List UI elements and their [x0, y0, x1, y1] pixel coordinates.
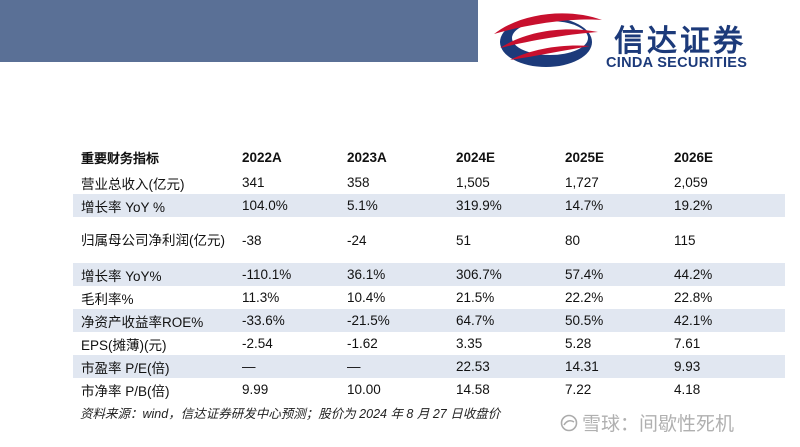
- header-2022a: 2022A: [242, 149, 282, 165]
- cell-2023a: 5.1%: [347, 198, 378, 213]
- table-row: 增长率 YoY % 104.0% 5.1% 319.9% 14.7% 19.2%: [73, 194, 785, 217]
- header-2023a: 2023A: [347, 149, 387, 165]
- cell-2025e: 14.31: [565, 359, 599, 374]
- table-row: 增长率 YoY% -110.1% 36.1% 306.7% 57.4% 44.2…: [73, 263, 785, 286]
- cell-2026e: 4.18: [674, 382, 701, 397]
- cell-2024e: 22.53: [456, 359, 490, 374]
- cell-2026e: 115: [674, 232, 696, 248]
- cell-2025e: 14.7%: [565, 198, 604, 213]
- row-label: 毛利率%: [81, 291, 134, 307]
- cell-2024e: 14.58: [456, 382, 490, 397]
- cell-2024e: 64.7%: [456, 313, 495, 328]
- cell-2024e: 21.5%: [456, 290, 495, 305]
- cell-2023a: 10.00: [347, 382, 381, 397]
- table-row: 归属母公司净利润(亿元) -38 -24 51 80 115: [73, 217, 785, 263]
- logo-chinese-name: 信达证券: [614, 24, 746, 59]
- cell-2023a: -21.5%: [347, 313, 390, 328]
- cell-2026e: 9.93: [674, 359, 701, 374]
- cell-2025e: 1,727: [565, 175, 599, 190]
- cell-2024e: 306.7%: [456, 267, 502, 282]
- row-label: 净资产收益率ROE%: [81, 314, 204, 330]
- snowball-icon: [560, 414, 578, 431]
- header-band: [0, 0, 478, 62]
- cell-2025e: 22.2%: [565, 290, 604, 305]
- cell-2025e: 57.4%: [565, 267, 604, 282]
- cell-2024e: 3.35: [456, 336, 483, 351]
- row-label: 营业总收入(亿元): [81, 176, 185, 192]
- cell-2025e: 50.5%: [565, 313, 604, 328]
- row-label: 增长率 YoY%: [81, 268, 162, 284]
- cell-2022a: 341: [242, 175, 265, 190]
- table-row: 市净率 P/B(倍) 9.99 10.00 14.58 7.22 4.18: [73, 378, 785, 401]
- financial-indicators-table: 重要财务指标 2022A 2023A 2024E 2025E 2026E 营业总…: [73, 143, 785, 401]
- cinda-logo-mark-icon: [494, 13, 602, 67]
- cell-2022a: -38: [242, 232, 262, 248]
- cinda-logo: 信达证券 CINDA SECURITIES: [492, 8, 792, 78]
- row-label: 市盈率 P/E(倍): [81, 360, 170, 376]
- cell-2023a: 36.1%: [347, 267, 386, 282]
- cell-2022a: 9.99: [242, 382, 269, 397]
- table-row: 营业总收入(亿元) 341 358 1,505 1,727 2,059: [73, 171, 785, 194]
- watermark: 雪球：间歇性死机: [560, 409, 734, 436]
- table-row: EPS(摊薄)(元) -2.54 -1.62 3.35 5.28 7.61: [73, 332, 785, 355]
- cell-2026e: 2,059: [674, 175, 708, 190]
- cell-2024e: 51: [456, 232, 472, 248]
- header-2024e: 2024E: [456, 149, 496, 165]
- header-indicator: 重要财务指标: [81, 150, 160, 166]
- table-row: 毛利率% 11.3% 10.4% 21.5% 22.2% 22.8%: [73, 286, 785, 309]
- cell-2023a: —: [347, 359, 361, 374]
- table-header-row: 重要财务指标 2022A 2023A 2024E 2025E 2026E: [73, 143, 785, 171]
- row-label: 市净率 P/B(倍): [81, 383, 170, 399]
- cell-2026e: 42.1%: [674, 313, 713, 328]
- cell-2022a: 104.0%: [242, 198, 288, 213]
- cell-2023a: -24: [347, 232, 367, 248]
- logo-english-name: CINDA SECURITIES: [606, 55, 748, 71]
- cell-2024e: 319.9%: [456, 198, 502, 213]
- cell-2026e: 7.61: [674, 336, 701, 351]
- cell-2023a: 10.4%: [347, 290, 386, 305]
- cell-2023a: -1.62: [347, 336, 378, 351]
- cell-2025e: 5.28: [565, 336, 592, 351]
- source-note: 资料来源：wind，信达证券研发中心预测；股价为 2024 年 8 月 27 日…: [80, 407, 501, 421]
- header-2026e: 2026E: [674, 149, 714, 165]
- cell-2026e: 22.8%: [674, 290, 713, 305]
- cell-2026e: 19.2%: [674, 198, 713, 213]
- cell-2025e: 80: [565, 232, 581, 248]
- watermark-text: 雪球：间歇性死机: [582, 413, 735, 435]
- cell-2022a: —: [242, 359, 256, 374]
- cell-2026e: 44.2%: [674, 267, 713, 282]
- cell-2023a: 358: [347, 175, 370, 190]
- cell-2022a: -110.1%: [242, 267, 292, 282]
- cell-2022a: -2.54: [242, 336, 273, 351]
- row-label: EPS(摊薄)(元): [81, 337, 167, 353]
- cell-2022a: 11.3%: [242, 290, 280, 305]
- cell-2022a: -33.6%: [242, 313, 285, 328]
- row-label: 归属母公司净利润(亿元): [81, 232, 225, 248]
- cell-2024e: 1,505: [456, 175, 490, 190]
- header-2025e: 2025E: [565, 149, 605, 165]
- row-label: 增长率 YoY %: [81, 199, 166, 215]
- table-row: 净资产收益率ROE% -33.6% -21.5% 64.7% 50.5% 42.…: [73, 309, 785, 332]
- table-row: 市盈率 P/E(倍) — — 22.53 14.31 9.93: [73, 355, 785, 378]
- cell-2025e: 7.22: [565, 382, 592, 397]
